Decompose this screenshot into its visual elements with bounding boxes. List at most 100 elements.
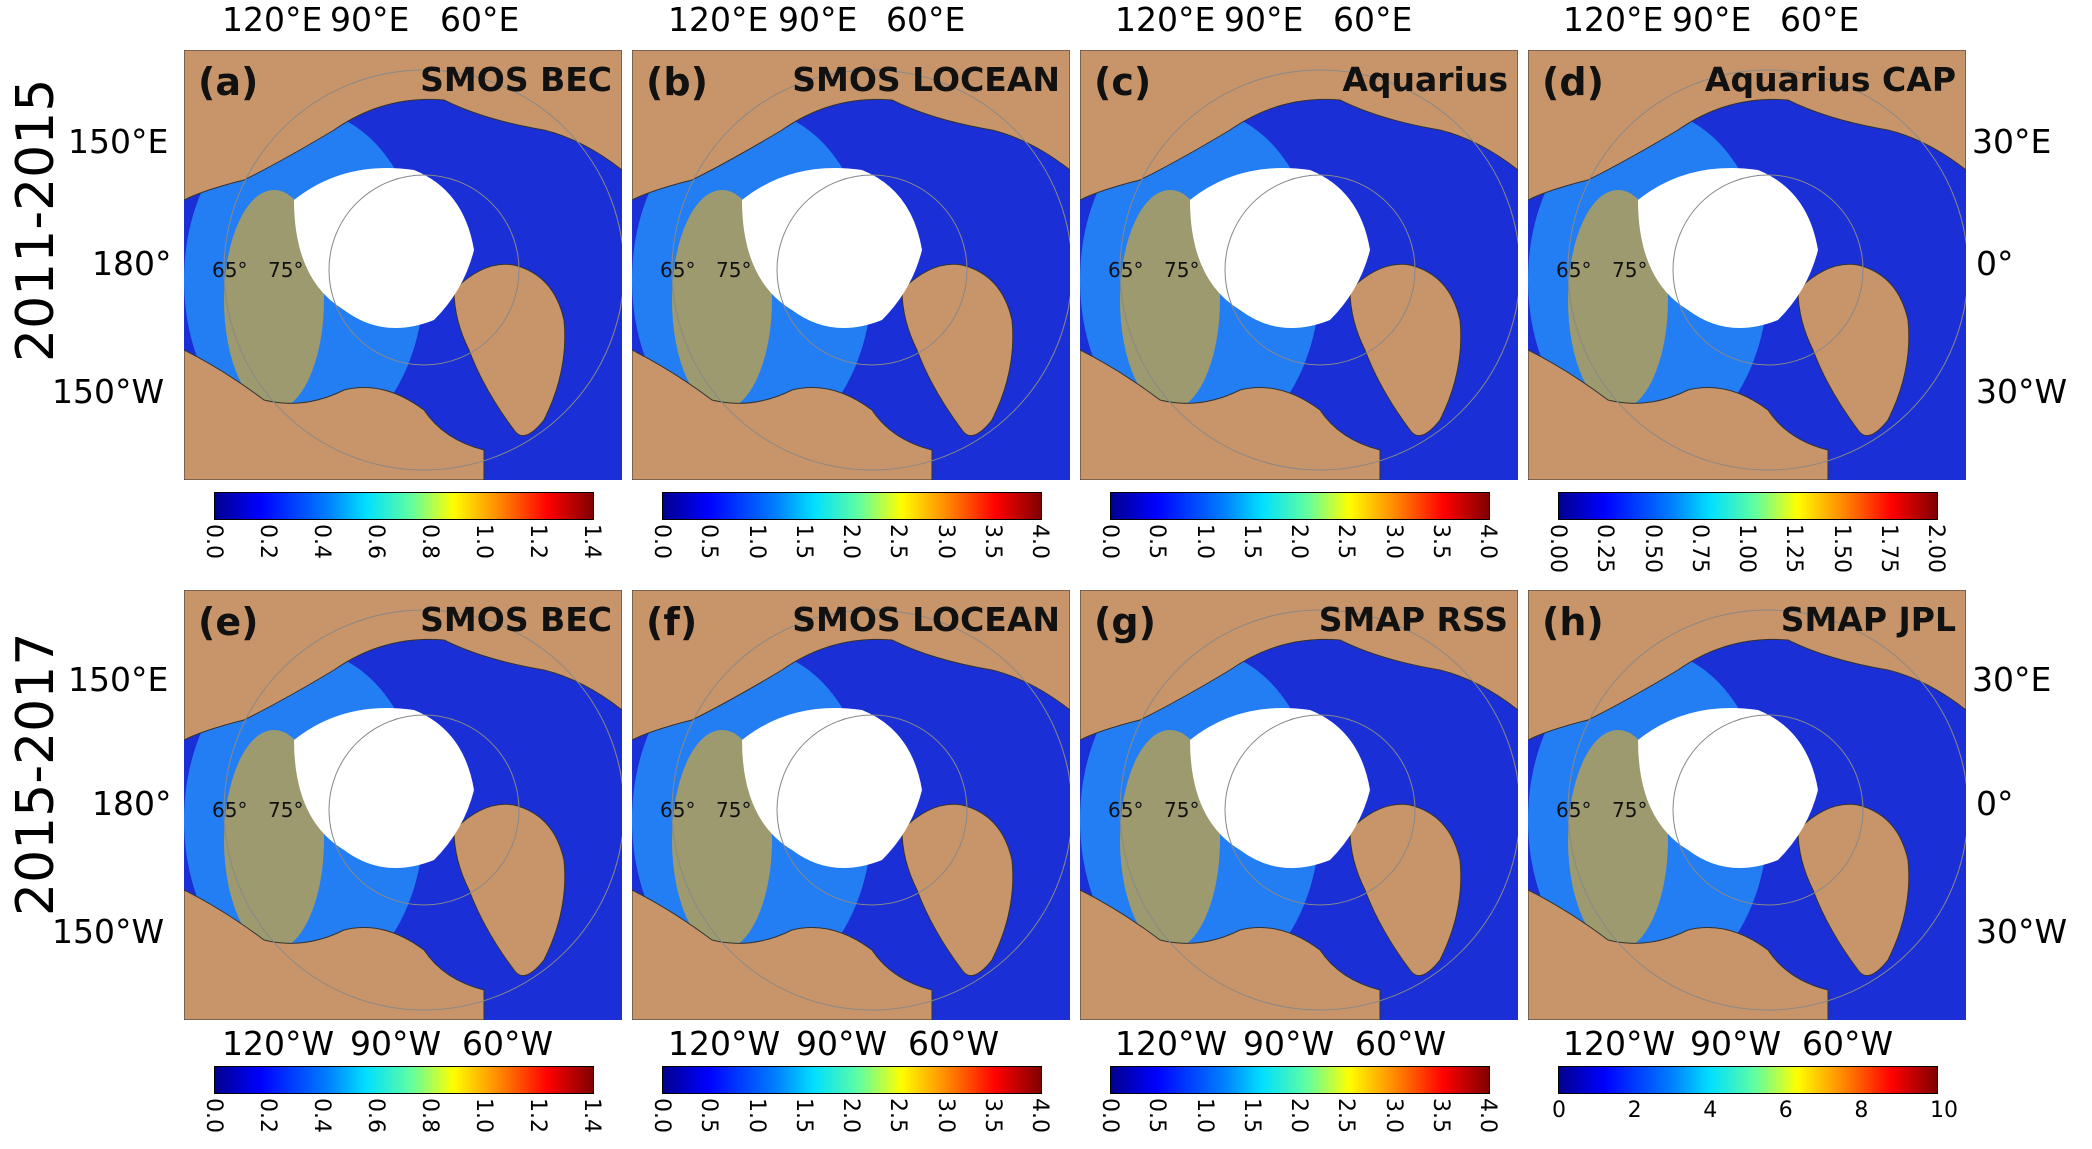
polar-map	[1528, 590, 1966, 1020]
greenland-land	[1349, 803, 1462, 977]
lat-180: 180°	[92, 784, 172, 823]
sea-ice-area	[294, 708, 474, 868]
latitude-label-65: 65°	[1108, 258, 1144, 282]
map-panel: 65° 75° (a) SMOS BEC	[184, 50, 622, 480]
colorbar-tick-label: 0.25	[1592, 524, 1618, 573]
colorbar	[1558, 1066, 1938, 1094]
colorbar-tick-label: 3.5	[1427, 1098, 1453, 1133]
latitude-label-75: 75°	[1164, 798, 1200, 822]
colorbar-tick-label: 1.5	[790, 1098, 816, 1133]
north-america-land	[1528, 889, 1829, 1020]
colorbar-tick-label: 0.50	[1639, 524, 1665, 573]
lon-120e: 120°E	[222, 0, 323, 39]
lon-90w: 90°W	[796, 1024, 888, 1063]
lat-150e: 150°E	[68, 122, 169, 161]
latitude-circle-75	[328, 174, 520, 366]
lat-30w: 30°W	[1976, 912, 2068, 951]
lat-150w: 150°W	[52, 912, 165, 951]
colorbar-tick-label: 0.00	[1545, 524, 1570, 573]
colorbar-tick-label: 3.5	[979, 524, 1005, 559]
colorbar-tick-label: 1.50	[1828, 524, 1854, 573]
colorbar	[214, 492, 594, 520]
north-america-land	[1528, 349, 1829, 480]
panel-letter: (a)	[198, 60, 259, 104]
colorbar-tick-label: 0.2	[255, 1098, 280, 1133]
colorbar-tick-label: 8	[1854, 1098, 1869, 1123]
north-america-land	[632, 889, 933, 1020]
colorbar	[662, 1066, 1042, 1094]
colorbar-tick-label: 1.2	[525, 524, 550, 559]
north-america-land	[184, 889, 485, 1020]
colorbar-tick-label: 1.75	[1875, 524, 1901, 573]
siberia-land	[1080, 590, 1518, 741]
north-america-land	[1080, 889, 1381, 1020]
panel-title: SMOS BEC	[420, 60, 612, 99]
lon-60e: 60°E	[440, 0, 520, 39]
lon-90e: 90°E	[330, 0, 410, 39]
lon-60e: 60°E	[886, 0, 966, 39]
siberia-land	[632, 590, 1070, 741]
lon-60w: 60°W	[462, 1024, 554, 1063]
colorbar-tick-label: 0.6	[363, 524, 388, 559]
greenland-land	[453, 263, 566, 437]
colorbar-tick-label: 0.6	[363, 1098, 388, 1133]
colorbar-tick-label: 0.8	[417, 524, 442, 559]
colorbar-tick-label: 2.0	[838, 524, 863, 559]
latitude-label-75: 75°	[268, 798, 304, 822]
lon-90w: 90°W	[1690, 1024, 1782, 1063]
map-panel: 65° 75° (c) Aquarius	[1080, 50, 1518, 480]
colorbar-tick-label: 2.0	[838, 1098, 863, 1133]
colorbar-tick-label: 6	[1778, 1098, 1793, 1123]
lat-150e: 150°E	[68, 660, 169, 699]
polar-map	[184, 50, 622, 480]
latitude-label-75: 75°	[1164, 258, 1200, 282]
colorbar-tick-label: 1.0	[1191, 524, 1217, 559]
latitude-circle-65	[671, 69, 1070, 471]
latitude-label-65: 65°	[1556, 798, 1592, 822]
latitude-circle-75	[776, 714, 968, 906]
greenland-land	[1797, 263, 1910, 437]
north-america-land	[184, 349, 485, 480]
colorbar-tick-label: 0.5	[696, 524, 722, 559]
latitude-circle-65	[671, 609, 1070, 1011]
latitude-circle-75	[1224, 174, 1416, 366]
colorbar-tick-label: 0.4	[309, 1098, 334, 1133]
colorbar	[214, 1066, 594, 1094]
map-panel: 65° 75° (g) SMAP RSS	[1080, 590, 1518, 1020]
colorbar-tick-label: 3.0	[932, 1098, 958, 1133]
colorbar-tick-label: 1.2	[525, 1098, 550, 1133]
colorbar-tick-label: 1.0	[1191, 1098, 1217, 1133]
lon-90e: 90°E	[1224, 0, 1304, 39]
map-panel: 65° 75° (d) Aquarius CAP	[1528, 50, 1966, 480]
siberia-land	[1528, 50, 1966, 201]
lat-0: 0°	[1976, 244, 2014, 283]
colorbar-tick-label: 2.5	[885, 524, 911, 559]
greenland-land	[1797, 803, 1910, 977]
latitude-label-75: 75°	[716, 258, 752, 282]
colorbar-tick-label: 0.0	[201, 1098, 226, 1133]
latitude-circle-65	[1567, 69, 1966, 471]
colorbar-tick-label: 2.5	[1333, 1098, 1359, 1133]
colorbar-tick-label: 3.0	[932, 524, 958, 559]
polar-map	[1528, 50, 1966, 480]
panel-title: SMOS LOCEAN	[792, 60, 1060, 99]
siberia-land	[184, 50, 622, 201]
panel-letter: (e)	[198, 600, 259, 644]
panel-letter: (b)	[646, 60, 708, 104]
lon-120e: 120°E	[668, 0, 769, 39]
colorbar-tick-label: 0.5	[696, 1098, 722, 1133]
latitude-label-65: 65°	[1108, 798, 1144, 822]
colorbar-tick-label: 1.5	[790, 524, 816, 559]
polar-map	[632, 50, 1070, 480]
latitude-label-75: 75°	[1612, 798, 1648, 822]
colorbar-tick-label: 1.0	[471, 1098, 496, 1133]
colorbar	[662, 492, 1042, 520]
siberia-land	[1528, 590, 1966, 741]
colorbar-tick-label: 0.0	[649, 524, 674, 559]
panel-letter: (d)	[1542, 60, 1604, 104]
sea-ice-area	[294, 168, 474, 328]
lon-120e: 120°E	[1115, 0, 1216, 39]
lon-120w: 120°W	[222, 1024, 335, 1063]
polar-map	[1080, 50, 1518, 480]
latitude-circle-65	[223, 69, 622, 471]
